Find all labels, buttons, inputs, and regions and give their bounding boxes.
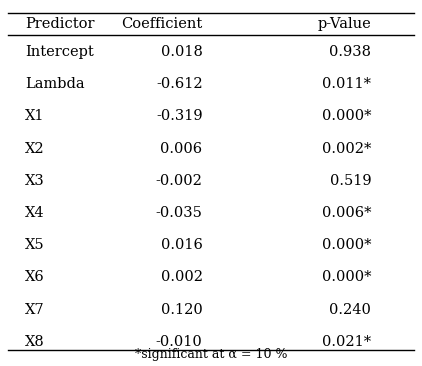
Text: -0.612: -0.612: [156, 77, 203, 91]
Text: X1: X1: [25, 109, 45, 123]
Text: Intercept: Intercept: [25, 45, 94, 59]
Text: Coefficient: Coefficient: [121, 17, 203, 31]
Text: -0.319: -0.319: [156, 109, 203, 123]
Text: 0.120: 0.120: [161, 303, 203, 317]
Text: 0.018: 0.018: [161, 45, 203, 59]
Text: Lambda: Lambda: [25, 77, 85, 91]
Text: -0.010: -0.010: [156, 335, 203, 349]
Text: X6: X6: [25, 270, 45, 284]
Text: X3: X3: [25, 174, 45, 188]
Text: X2: X2: [25, 142, 45, 156]
Text: p-Value: p-Value: [318, 17, 371, 31]
Text: 0.938: 0.938: [329, 45, 371, 59]
Text: 0.000*: 0.000*: [322, 109, 371, 123]
Text: Predictor: Predictor: [25, 17, 95, 31]
Text: -0.002: -0.002: [156, 174, 203, 188]
Text: -0.035: -0.035: [156, 206, 203, 220]
Text: X8: X8: [25, 335, 45, 349]
Text: 0.002*: 0.002*: [322, 142, 371, 156]
Text: X4: X4: [25, 206, 45, 220]
Text: 0.016: 0.016: [161, 238, 203, 252]
Text: 0.011*: 0.011*: [322, 77, 371, 91]
Text: 0.006: 0.006: [160, 142, 203, 156]
Text: 0.002: 0.002: [160, 270, 203, 284]
Text: 0.000*: 0.000*: [322, 270, 371, 284]
Text: X5: X5: [25, 238, 45, 252]
Text: *significant at α = 10 %: *significant at α = 10 %: [135, 347, 287, 361]
Text: 0.006*: 0.006*: [322, 206, 371, 220]
Text: 0.240: 0.240: [330, 303, 371, 317]
Text: 0.000*: 0.000*: [322, 238, 371, 252]
Text: X7: X7: [25, 303, 45, 317]
Text: 0.519: 0.519: [330, 174, 371, 188]
Text: 0.021*: 0.021*: [322, 335, 371, 349]
